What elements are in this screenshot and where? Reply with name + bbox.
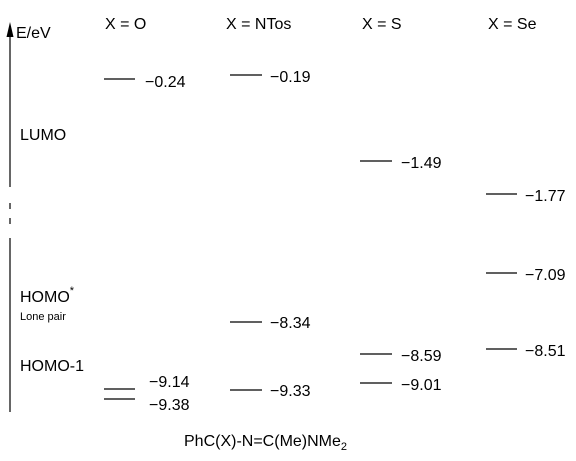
column-header-s: X = S: [362, 16, 402, 33]
energy-axis-label: E/eV: [16, 25, 51, 42]
column-header-ntos: X = NTos: [226, 16, 291, 33]
level-value-o-lumo: −0.24: [145, 74, 186, 91]
level-value-s-lumo: −1.49: [401, 155, 442, 172]
level-value-se-homo-star: −7.09: [525, 267, 566, 284]
lone-pair-label: Lone pair: [20, 311, 66, 323]
caption-main: PhC(X)-N=C(Me)NMe: [184, 433, 341, 450]
level-value-o-homo1-a: −9.14: [149, 374, 190, 391]
lumo-label: LUMO: [20, 127, 66, 144]
level-value-se-lumo: −1.77: [525, 188, 566, 205]
column-header-o: X = O: [105, 16, 146, 33]
energy-axis-arrowhead: [6, 22, 14, 37]
level-value-s-homo-star: −8.59: [401, 348, 442, 365]
caption-subscript: 2: [341, 441, 347, 453]
homo1-label: HOMO-1: [20, 358, 84, 375]
compound-caption: PhC(X)-N=C(Me)NMe2: [184, 433, 347, 453]
column-header-se: X = Se: [488, 16, 537, 33]
level-value-ntos-homo1: −9.33: [270, 383, 311, 400]
level-value-ntos-homo-star: −8.34: [270, 315, 311, 332]
level-value-ntos-lumo: −0.19: [270, 69, 311, 86]
level-value-s-homo1: −9.01: [401, 377, 442, 394]
level-value-se-homo1: −8.51: [525, 343, 566, 360]
homo-star-label: HOMO*: [20, 285, 75, 306]
homo-star-superscript: *: [70, 285, 75, 297]
level-value-o-homo1-b: −9.38: [149, 397, 190, 414]
homo-star-text: HOMO: [20, 289, 70, 306]
